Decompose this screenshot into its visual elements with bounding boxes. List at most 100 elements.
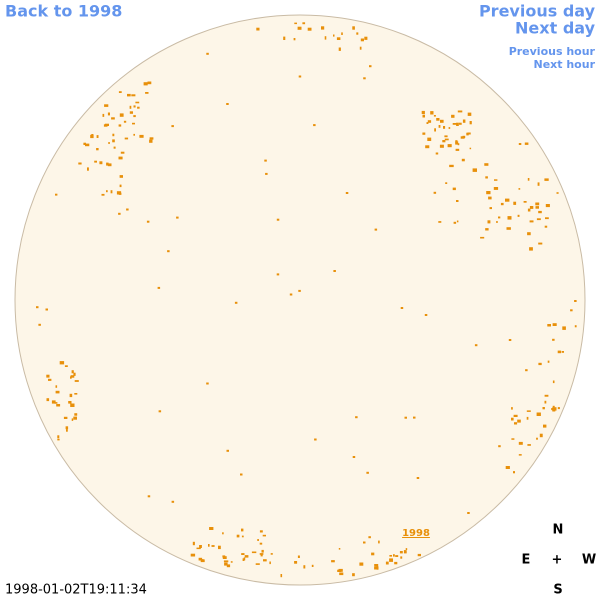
speck: [498, 216, 501, 219]
speck: [241, 535, 244, 538]
speck: [545, 217, 549, 220]
speck: [438, 125, 441, 128]
back-link[interactable]: Back to 1998: [5, 2, 122, 21]
speck: [368, 536, 371, 539]
speck: [70, 375, 75, 378]
speck: [158, 410, 162, 413]
speck: [293, 38, 296, 41]
speck: [518, 188, 521, 190]
speck: [513, 201, 517, 205]
speck: [333, 270, 336, 272]
speck: [324, 36, 327, 40]
speck: [119, 113, 124, 117]
speck: [352, 456, 356, 458]
speck: [71, 370, 74, 374]
speck: [206, 382, 209, 385]
speck: [526, 416, 529, 420]
speck: [544, 178, 549, 181]
speck: [224, 562, 228, 566]
speck: [529, 220, 534, 223]
speck: [137, 106, 140, 109]
speck: [199, 545, 202, 548]
speck: [489, 207, 492, 210]
speck: [404, 416, 407, 419]
speck: [113, 146, 116, 149]
speck: [448, 127, 451, 129]
speck: [393, 554, 395, 557]
speck: [298, 289, 301, 292]
speck: [298, 75, 302, 78]
speck: [171, 125, 174, 128]
active-regions: [36, 22, 577, 578]
speck: [240, 473, 243, 476]
speck: [171, 500, 175, 503]
speck: [264, 159, 267, 162]
speck: [73, 372, 76, 376]
speck: [363, 77, 366, 80]
speck: [440, 119, 444, 123]
speck: [339, 572, 344, 576]
speck: [262, 534, 266, 537]
speck: [297, 26, 302, 30]
speck: [243, 557, 246, 561]
speck: [545, 204, 550, 208]
speck: [283, 36, 286, 40]
speck: [536, 218, 541, 221]
speck: [426, 122, 429, 124]
speck: [485, 228, 489, 231]
speck: [405, 548, 408, 550]
speck: [557, 350, 562, 354]
speck: [107, 163, 112, 167]
speck: [131, 94, 136, 97]
speck: [424, 314, 428, 316]
speck: [449, 164, 454, 168]
speck: [366, 471, 369, 474]
speck: [102, 113, 105, 117]
speck: [222, 556, 227, 559]
speck: [535, 202, 540, 206]
speck: [359, 562, 364, 566]
disk-year-link[interactable]: 1998: [402, 528, 430, 539]
speck: [209, 527, 214, 530]
speck: [230, 561, 233, 563]
speck: [551, 408, 553, 411]
speck: [147, 495, 151, 498]
speck: [111, 117, 115, 120]
speck: [190, 553, 196, 557]
speck: [444, 138, 449, 141]
speck: [457, 110, 463, 113]
speck: [311, 564, 314, 567]
speck: [78, 162, 82, 165]
speck: [544, 394, 549, 397]
previous-hour-link[interactable]: Previous hour: [509, 45, 596, 58]
speck: [526, 410, 531, 412]
speck: [472, 168, 477, 172]
compass-center: +: [552, 553, 563, 568]
speck: [104, 123, 109, 126]
speck: [456, 220, 459, 223]
speck: [69, 393, 73, 398]
speck: [244, 555, 249, 558]
next-hour-link[interactable]: Next hour: [534, 58, 596, 71]
speck: [378, 540, 380, 544]
speck: [435, 152, 439, 155]
speck: [389, 555, 392, 557]
speck: [74, 380, 79, 382]
speck: [118, 124, 122, 127]
next-day-link[interactable]: Next day: [515, 19, 596, 38]
speck: [87, 167, 89, 171]
speck: [36, 306, 39, 309]
speck: [192, 541, 195, 546]
speck: [480, 236, 485, 239]
speck: [206, 52, 209, 55]
speck: [112, 139, 115, 143]
previous-day-link[interactable]: Previous day: [479, 2, 596, 21]
speck: [399, 551, 403, 554]
speck: [488, 196, 492, 200]
speck: [135, 101, 140, 104]
speck: [547, 360, 550, 363]
speck: [133, 133, 135, 136]
speck: [493, 187, 499, 190]
speck: [321, 26, 325, 30]
